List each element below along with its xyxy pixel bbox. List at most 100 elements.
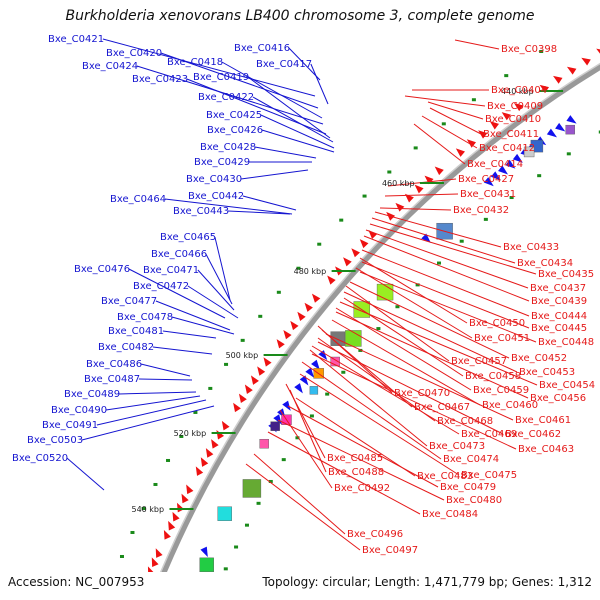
leader-line-right — [295, 397, 416, 477]
backbone-shadow — [159, 62, 600, 572]
gene-label-left: Bxe_C0416 — [234, 43, 290, 54]
gc-mark — [441, 122, 446, 126]
tick-label: 520 kbp — [174, 429, 207, 438]
gene-label-right: Bxe_C0433 — [503, 242, 559, 253]
leader-line-left — [81, 405, 215, 441]
leader-line-left — [260, 114, 335, 149]
leader-line-left — [187, 285, 239, 319]
leader-line-right — [309, 349, 428, 447]
leader-line-right — [279, 409, 333, 489]
cog-box — [330, 331, 345, 346]
gene-label-left: Bxe_C0430 — [186, 174, 242, 185]
gc-mark — [224, 362, 229, 366]
forward-gene-arrow — [195, 466, 204, 476]
gene-label-right: Bxe_C0475 — [461, 470, 517, 481]
gc-mark — [537, 174, 542, 178]
gc-mark — [258, 314, 263, 318]
gene-label-left: Bxe_C0429 — [194, 157, 250, 168]
gc-mark — [459, 239, 464, 243]
gene-label-right: Bxe_C0439 — [531, 296, 587, 307]
leader-line-right — [363, 235, 530, 302]
backbone-circle — [161, 64, 600, 572]
leader-line-right — [413, 123, 466, 165]
tick-label: 500 kbp — [226, 351, 259, 360]
leader-line-right — [384, 193, 459, 197]
leader-line-left — [221, 61, 323, 119]
leader-line-right — [339, 301, 538, 386]
gene-label-right: Bxe_C0496 — [347, 529, 403, 540]
gene-label-right: Bxe_C0435 — [538, 269, 594, 280]
gene-label-right: Bxe_C0452 — [511, 353, 567, 364]
gene-label-left: Bxe_C0419 — [193, 72, 249, 83]
leader-line-left — [164, 198, 293, 215]
leader-line-right — [299, 373, 460, 476]
reverse-gene-arrow — [566, 115, 577, 124]
gene-label-left: Bxe_C0417 — [256, 59, 312, 70]
leader-line-right — [253, 453, 346, 535]
forward-gene-arrow — [172, 511, 180, 522]
gc-mark — [415, 283, 420, 287]
reverse-gene-arrow — [546, 128, 558, 138]
forward-gene-arrow — [233, 402, 241, 413]
gc-mark — [153, 482, 158, 486]
forward-gene-arrow — [395, 202, 405, 212]
leader-line-left — [214, 236, 231, 301]
gc-mark — [325, 392, 330, 396]
leader-line-left — [310, 63, 329, 105]
reverse-gene-arrow — [505, 159, 516, 169]
gene-label-right: Bxe_C0432 — [453, 205, 509, 216]
gene-label-right: Bxe_C0414 — [467, 159, 523, 170]
reverse-gene-arrow — [299, 375, 309, 386]
gene-label-right: Bxe_C0463 — [518, 444, 574, 455]
leader-line-right — [311, 353, 517, 450]
gc-mark — [317, 242, 322, 246]
cog-box — [178, 594, 192, 600]
forward-gene-arrow — [168, 520, 176, 531]
gene-label-left: Bxe_C0489 — [64, 389, 120, 400]
leader-line-left — [254, 146, 317, 159]
gene-label-right: Bxe_C0412 — [479, 143, 535, 154]
gc-mark — [223, 567, 228, 571]
gene-label-left: Bxe_C0425 — [206, 110, 262, 121]
gc-mark — [244, 523, 249, 527]
gene-label-left: Bxe_C0487 — [84, 374, 140, 385]
forward-gene-arrow — [351, 248, 360, 258]
forward-gene-arrow — [290, 320, 299, 331]
leader-line-left — [66, 457, 105, 491]
gc-mark — [395, 305, 400, 309]
leader-line-right — [454, 39, 500, 50]
gene-label-right: Bxe_C0437 — [530, 283, 586, 294]
gene-label-right: Bxe_C0404 — [491, 85, 547, 96]
gene-label-right: Bxe_C0431 — [460, 189, 516, 200]
gene-label-right: Bxe_C0445 — [531, 323, 587, 334]
cog-box — [199, 557, 214, 572]
leader-line-left — [205, 253, 233, 305]
gene-label-right: Bxe_C0483 — [417, 471, 473, 482]
gene-label-right: Bxe_C0450 — [469, 318, 525, 329]
tick-label: 540 kbp — [131, 505, 164, 514]
leader-line-right — [289, 389, 327, 473]
tick-label: 440 kbp — [501, 87, 534, 96]
gene-label-right: Bxe_C0427 — [458, 174, 514, 185]
gene-label-right: Bxe_C0434 — [517, 258, 573, 269]
gene-label-right: Bxe_C0409 — [487, 101, 543, 112]
gc-mark — [296, 266, 301, 270]
cog-box — [523, 146, 535, 158]
leader-line-right — [361, 261, 530, 329]
reverse-gene-arrow — [512, 153, 523, 163]
gc-mark — [240, 338, 245, 342]
gene-label-right: Bxe_C0453 — [519, 367, 575, 378]
gc-mark — [413, 146, 418, 150]
leader-line-right — [365, 229, 529, 289]
gene-label-right: Bxe_C0398 — [501, 44, 557, 55]
gc-mark — [193, 410, 198, 414]
leader-line-left — [252, 96, 334, 143]
forward-gene-arrow — [455, 148, 465, 157]
gc-mark — [341, 370, 346, 374]
forward-gene-arrow — [181, 493, 189, 504]
gene-label-right: Bxe_C0459 — [473, 385, 529, 396]
forward-gene-arrow — [263, 357, 272, 367]
leader-line-right — [359, 271, 537, 343]
cog-box — [270, 421, 280, 431]
forward-gene-arrow — [566, 66, 577, 75]
